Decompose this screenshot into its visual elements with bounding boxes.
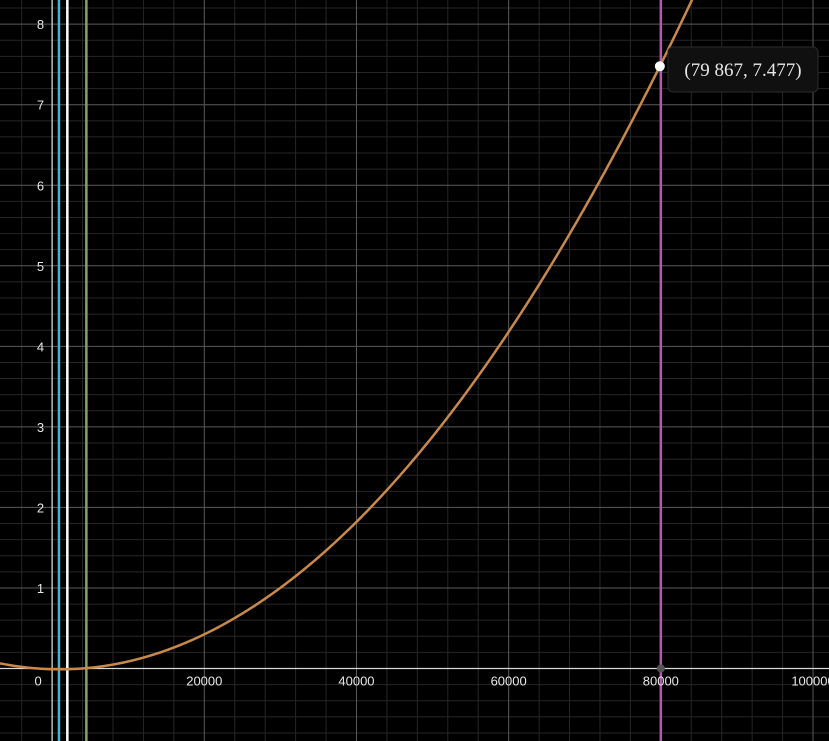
tooltip-label: (79 867, 7.477) — [684, 60, 801, 81]
y-tick-label: 2 — [37, 500, 44, 515]
curve-line[interactable] — [0, 0, 827, 671]
y-tick-label: 7 — [37, 98, 44, 113]
x-tick-label: 60000 — [491, 674, 527, 689]
y-tick-label: 8 — [37, 17, 44, 32]
y-tick-label: 4 — [37, 339, 44, 354]
x-tick-label: 20000 — [186, 674, 222, 689]
x-tick-label: 40000 — [338, 674, 374, 689]
y-tick-label: 3 — [37, 420, 44, 435]
x-tick-label: 0 — [35, 674, 42, 689]
tick-labels: 0 20000 40000 60000 80000 100000 1 2 3 4 5 6 7 8 — [35, 17, 829, 688]
highlight-point[interactable] — [654, 61, 665, 72]
x-tick-label: 80000 — [643, 674, 679, 689]
tooltip-box — [667, 46, 819, 93]
vertical-lines[interactable] — [57, 0, 663, 741]
curve-layer[interactable] — [0, 0, 827, 671]
y-tick-label: 6 — [37, 178, 44, 193]
y-tick-label: 5 — [37, 259, 44, 274]
x-tick-label: 100000 — [791, 674, 829, 689]
point-tooltip[interactable]: (79 867, 7.477) — [667, 46, 819, 93]
point-markers[interactable] — [654, 61, 665, 673]
axis-point-marker[interactable] — [656, 664, 665, 673]
y-tick-label: 1 — [37, 581, 44, 596]
